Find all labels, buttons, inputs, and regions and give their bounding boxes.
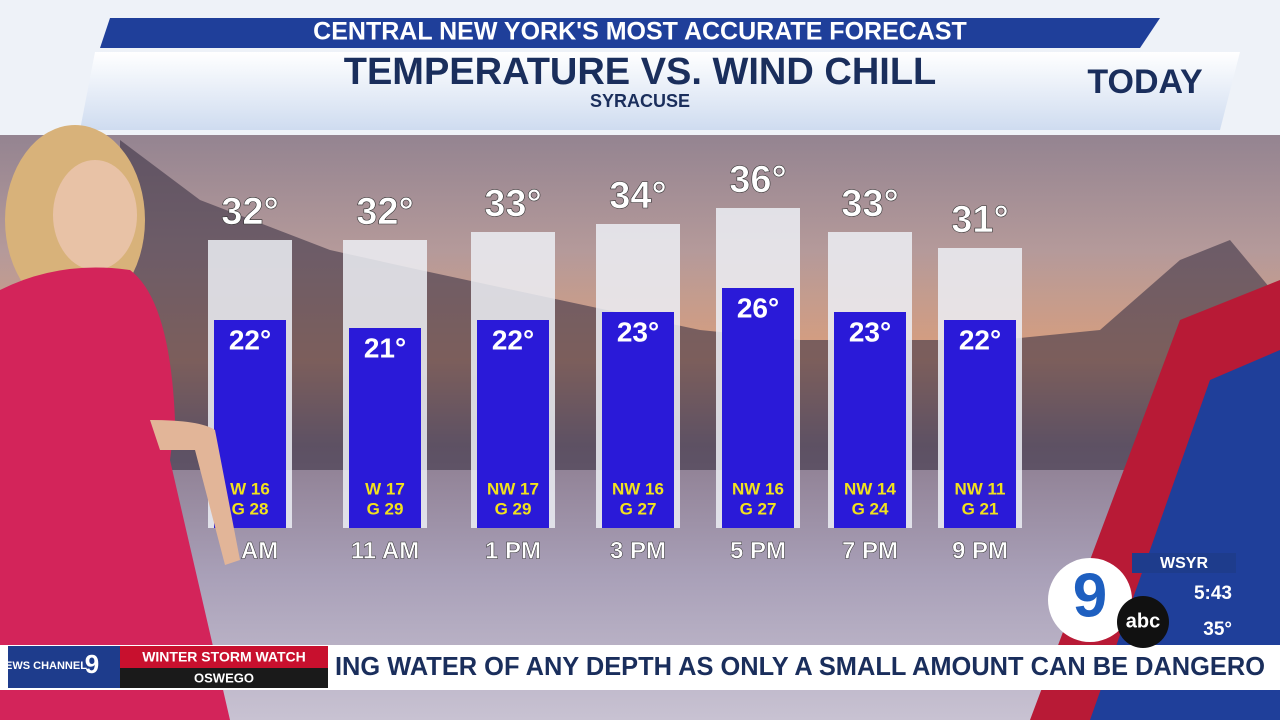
header: CENTRAL NEW YORK'S MOST ACCURATE FORECAS… — [313, 18, 967, 46]
gust: G 27 — [620, 499, 657, 518]
bug-number: 9 — [1073, 561, 1107, 630]
station: WSYR — [1160, 555, 1208, 572]
arm — [150, 420, 240, 565]
title: TEMPERATURE VS. WIND CHILL — [344, 51, 937, 93]
temperature-label: 33° — [484, 183, 541, 225]
wind-chill-label: 23° — [617, 316, 659, 347]
time: 5:43 — [1194, 583, 1232, 604]
logo-number: 9 — [85, 649, 99, 679]
county-bg — [120, 668, 328, 688]
wind-chill-bar — [834, 312, 906, 528]
temperature-label: 33° — [841, 183, 898, 225]
wind-chill-bar — [602, 312, 674, 528]
wind-chill-label: 26° — [737, 292, 779, 323]
wind-chill-label: 23° — [849, 316, 891, 347]
header-band — [100, 18, 1160, 48]
logo: NEWS CHANNEL — [0, 660, 87, 672]
temperature-label: 32° — [221, 191, 278, 233]
temperature-label: 32° — [356, 191, 413, 233]
network-circle — [1117, 596, 1169, 648]
alert: WINTER STORM WATCH — [142, 649, 306, 665]
wind: W 16 — [230, 479, 270, 498]
gust: G 24 — [852, 499, 889, 518]
wind: NW 16 — [612, 479, 664, 498]
wind: NW 11 — [954, 479, 1005, 498]
wind-chill-bar — [477, 320, 549, 528]
gust: G 29 — [495, 499, 532, 518]
wind-chill-bar — [722, 288, 794, 528]
wind-chill-label: 21° — [364, 332, 406, 363]
presenter — [0, 125, 240, 720]
temperature-label: 31° — [951, 199, 1008, 241]
wind: W 17 — [365, 479, 405, 498]
wind: NW 16 — [732, 479, 784, 498]
temperature-label: 36° — [729, 159, 786, 201]
wind: NW 14 — [844, 479, 897, 498]
gust: G 29 — [367, 499, 404, 518]
face — [53, 160, 137, 270]
bug-circle — [1048, 558, 1132, 642]
time-label: 3 PM — [610, 537, 666, 564]
dress — [0, 267, 230, 720]
time-label: 5 PM — [730, 537, 786, 564]
subtitle: SYRACUSE — [590, 91, 690, 111]
temp: 35° — [1203, 619, 1232, 640]
gust: G 21 — [962, 499, 999, 518]
logo-bg — [8, 646, 120, 688]
today: TODAY — [1087, 63, 1203, 101]
gust: G 28 — [232, 499, 269, 518]
ticker: ING WATER OF ANY DEPTH AS ONLY A SMALL A… — [335, 651, 1265, 681]
wind-chill-label: 22° — [229, 324, 271, 355]
alert-bg — [120, 646, 328, 668]
time-label: 7 PM — [842, 537, 898, 564]
wind-chill-bar — [349, 328, 421, 528]
wind-chill-bar — [944, 320, 1016, 528]
county: OSWEGO — [194, 670, 254, 685]
title-band — [80, 52, 1240, 130]
wind-chill-label: 22° — [492, 324, 534, 355]
time-label: 9 PM — [952, 537, 1008, 564]
gust: G 27 — [740, 499, 777, 518]
temperature-label: 34° — [609, 175, 666, 217]
wind: NW 17 — [487, 479, 539, 498]
time-label: 11 AM — [351, 537, 419, 564]
time-label: 1 PM — [485, 537, 541, 564]
wind-chill-label: 22° — [959, 324, 1001, 355]
network: abc — [1126, 610, 1160, 632]
station-bg — [1132, 553, 1236, 573]
